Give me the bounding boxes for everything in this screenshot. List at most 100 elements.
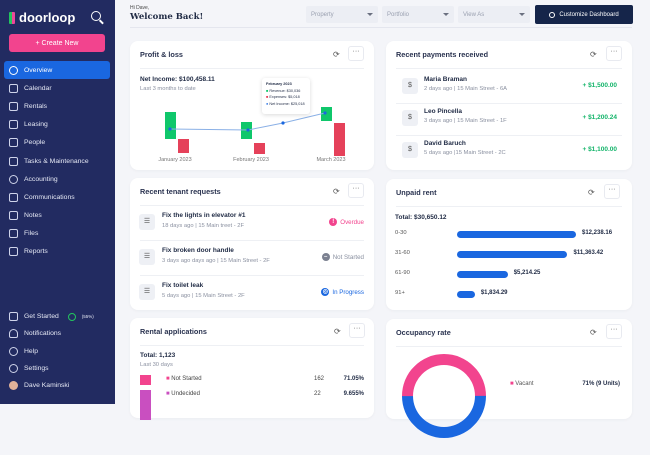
label: People: [24, 139, 46, 147]
net-income-line: [169, 112, 326, 131]
greeting: Hi Dave, Welcome Back!: [130, 5, 203, 22]
more-button[interactable]: ···: [604, 184, 620, 199]
expenses-bar[interactable]: [334, 123, 345, 156]
sidebar-item-files[interactable]: Files: [4, 225, 110, 243]
label: Communications: [24, 193, 75, 201]
sidebar-item-people[interactable]: People: [4, 134, 110, 152]
request-title: Fix the lights in elevator #1: [162, 212, 246, 219]
sidebar-item-communications[interactable]: Communications: [4, 188, 110, 206]
status-icon: ◎: [321, 288, 330, 296]
expenses-bar[interactable]: [254, 143, 265, 154]
logo[interactable]: doorloop: [9, 10, 75, 25]
view-as-select[interactable]: View As: [458, 6, 530, 23]
legend-vacant: ■ Vacant: [510, 381, 534, 387]
revenue-bar[interactable]: [321, 107, 332, 121]
unpaid-bar[interactable]: [457, 251, 568, 258]
sidebar-item-leasing[interactable]: Leasing: [4, 116, 110, 134]
refresh-icon[interactable]: ⟳: [590, 50, 597, 59]
revenue-bar[interactable]: [165, 112, 176, 139]
net-income-point[interactable]: [168, 127, 172, 131]
greeting-text: Hi Dave,: [130, 5, 150, 11]
refresh-icon[interactable]: ⟳: [334, 327, 341, 336]
occupancy-card: Occupancy rate ⟳ ··· ■ Vacant 71% (9 Uni…: [384, 319, 632, 455]
sidebar-nav: Overview Calendar Rentals Leasing People…: [4, 61, 110, 261]
payment-amount: + $1,500.00: [582, 82, 617, 89]
label: Notes: [24, 212, 42, 220]
sidebar-item-reports[interactable]: Reports: [4, 243, 110, 261]
create-new-button[interactable]: + Create New: [9, 34, 105, 52]
label: Notifications: [24, 330, 62, 338]
payment-meta: 5 days ago |15 Main Street - 2C: [424, 150, 506, 156]
unpaid-bar[interactable]: [457, 231, 576, 238]
unpaid-value: $11,363.42: [573, 250, 604, 256]
x-tick-label: February 2023: [233, 157, 269, 163]
status-icon: –: [321, 253, 330, 261]
label: View As: [463, 11, 485, 18]
subtitle: Last 3 months to date: [140, 86, 196, 92]
chart-tooltip: February 2023 ■ Revenue: $30,036 ■ Expen…: [262, 78, 310, 114]
property-select[interactable]: Property: [306, 6, 378, 23]
label: Undecided: [171, 391, 200, 397]
more-button[interactable]: ···: [349, 323, 365, 338]
net-income-point[interactable]: [323, 111, 327, 115]
divider: [396, 103, 622, 104]
rental-applications-card: Rental applications ⟳ ··· Total: 1,123 L…: [130, 318, 374, 420]
request-meta: 3 days ago days ago | 15 Main Street - 2…: [162, 258, 270, 264]
gear-icon: [9, 364, 18, 374]
sidebar: doorloop + Create New Overview Calendar …: [0, 0, 115, 404]
sidebar-item-help[interactable]: Help: [4, 343, 110, 360]
stack-segment: [140, 375, 151, 385]
unpaid-bar[interactable]: [457, 291, 475, 298]
refresh-icon[interactable]: ⟳: [333, 50, 340, 59]
tooltip-revenue: ■ Revenue: $30,036: [266, 88, 301, 93]
expenses-bar[interactable]: [178, 139, 189, 153]
sidebar-item-settings[interactable]: Settings: [4, 360, 110, 377]
divider: [140, 275, 364, 276]
sidebar-item-get-started[interactable]: Get Started (55%): [4, 308, 110, 325]
payment-meta: 2 days ago | 15 Main Street - 6A: [424, 86, 508, 92]
help-icon: [9, 346, 18, 356]
sidebar-item-notifications[interactable]: Notifications: [4, 325, 110, 342]
payment-icon: $: [402, 142, 418, 158]
subtitle: Last 30 days: [140, 362, 173, 368]
card-title: Rental applications: [140, 327, 207, 336]
refresh-icon[interactable]: ⟳: [588, 188, 595, 197]
sidebar-item-tasks[interactable]: Tasks & Maintenance: [4, 152, 110, 170]
avatar: [9, 381, 18, 391]
refresh-icon[interactable]: ⟳: [590, 328, 597, 337]
request-meta: 18 days ago | 15 Main treet - 2F: [162, 223, 245, 229]
status-badge: ! Overdue: [329, 218, 364, 226]
net-income-point[interactable]: [281, 121, 285, 125]
portfolio-select[interactable]: Portfolio: [382, 6, 454, 23]
sidebar-item-accounting[interactable]: Accounting: [4, 170, 110, 188]
sidebar-item-calendar[interactable]: Calendar: [4, 79, 110, 97]
more-button[interactable]: ···: [348, 46, 364, 61]
card-title: Recent payments received: [396, 50, 489, 59]
calendar-icon: [9, 83, 18, 93]
label: Calendar: [24, 84, 52, 92]
rocket-icon: [9, 312, 18, 322]
customize-dashboard-button[interactable]: Customize Dashboard: [535, 5, 633, 24]
net-income-point[interactable]: [246, 128, 250, 132]
refresh-icon[interactable]: ⟳: [333, 187, 340, 196]
text: Expenses: $5,018: [269, 95, 300, 99]
label: Settings: [24, 365, 49, 373]
more-button[interactable]: ···: [348, 183, 364, 198]
building-icon: [9, 101, 18, 111]
applications-total: Total: 1,123: [140, 352, 176, 359]
unpaid-bar[interactable]: [457, 271, 508, 278]
x-tick-label: January 2023: [158, 157, 191, 163]
search-icon[interactable]: [91, 11, 101, 21]
sidebar-item-overview[interactable]: Overview: [4, 61, 110, 80]
checklist-icon: ☰: [139, 284, 155, 300]
page-title: Welcome Back!: [130, 12, 204, 22]
sidebar-item-user[interactable]: Dave Kaminski: [4, 377, 110, 394]
sidebar-item-notes[interactable]: Notes: [4, 207, 110, 225]
more-button[interactable]: ···: [606, 46, 622, 61]
payment-meta: 3 days ago | 15 Main Street - 1F: [424, 118, 507, 124]
dollar-icon: [9, 174, 18, 184]
sidebar-item-rentals[interactable]: Rentals: [4, 97, 110, 115]
sidebar-bottom: Get Started (55%) Notifications Help Sett…: [4, 308, 110, 394]
status-badge: ◎ In Progress: [321, 288, 364, 296]
more-button[interactable]: ···: [606, 324, 622, 339]
